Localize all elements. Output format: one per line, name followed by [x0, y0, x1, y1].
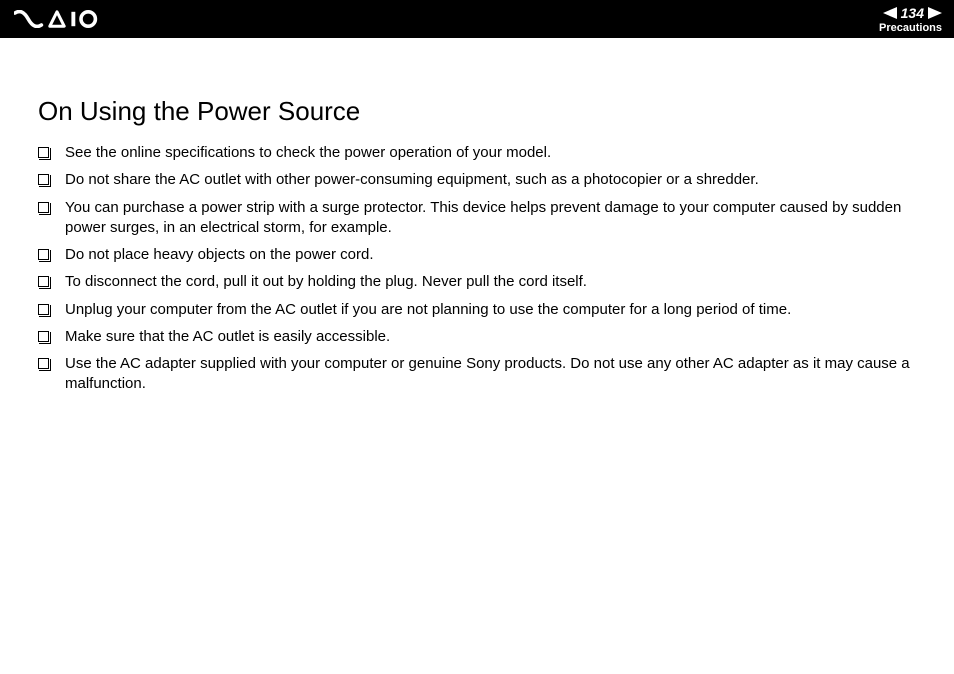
list-item: To disconnect the cord, pull it out by h…	[38, 272, 916, 292]
list-item-text: Unplug your computer from the AC outlet …	[65, 300, 916, 320]
page-title: On Using the Power Source	[38, 96, 916, 127]
header-right: 134 Precautions	[879, 5, 942, 34]
page: 134 Precautions On Using the Power Sourc…	[0, 0, 954, 674]
header-bar: 134 Precautions	[0, 0, 954, 38]
list-item-text: See the online specifications to check t…	[65, 143, 916, 163]
bullet-icon	[38, 276, 49, 287]
bullet-icon	[38, 147, 49, 158]
bullet-icon	[38, 174, 49, 185]
bullet-icon	[38, 331, 49, 342]
bullet-icon	[38, 304, 49, 315]
list-item-text: Use the AC adapter supplied with your co…	[65, 354, 916, 395]
content: On Using the Power Source See the online…	[0, 38, 954, 395]
list-item-text: Do not share the AC outlet with other po…	[65, 170, 916, 190]
list-item: Do not share the AC outlet with other po…	[38, 170, 916, 190]
list-item-text: You can purchase a power strip with a su…	[65, 198, 916, 239]
list-item: Make sure that the AC outlet is easily a…	[38, 327, 916, 347]
vaio-logo	[14, 10, 112, 28]
next-page-icon[interactable]	[928, 7, 942, 19]
list-item: See the online specifications to check t…	[38, 143, 916, 163]
bullet-icon	[38, 358, 49, 369]
section-label: Precautions	[879, 22, 942, 34]
bullet-icon	[38, 202, 49, 213]
list-item: Use the AC adapter supplied with your co…	[38, 354, 916, 395]
list-item: Do not place heavy objects on the power …	[38, 245, 916, 265]
prev-page-icon[interactable]	[883, 7, 897, 19]
list-item: You can purchase a power strip with a su…	[38, 198, 916, 239]
bullet-icon	[38, 249, 49, 260]
bullet-list: See the online specifications to check t…	[38, 143, 916, 395]
list-item-text: Make sure that the AC outlet is easily a…	[65, 327, 916, 347]
list-item-text: To disconnect the cord, pull it out by h…	[65, 272, 916, 292]
page-number: 134	[899, 5, 926, 21]
list-item: Unplug your computer from the AC outlet …	[38, 300, 916, 320]
page-nav: 134	[883, 5, 942, 21]
list-item-text: Do not place heavy objects on the power …	[65, 245, 916, 265]
